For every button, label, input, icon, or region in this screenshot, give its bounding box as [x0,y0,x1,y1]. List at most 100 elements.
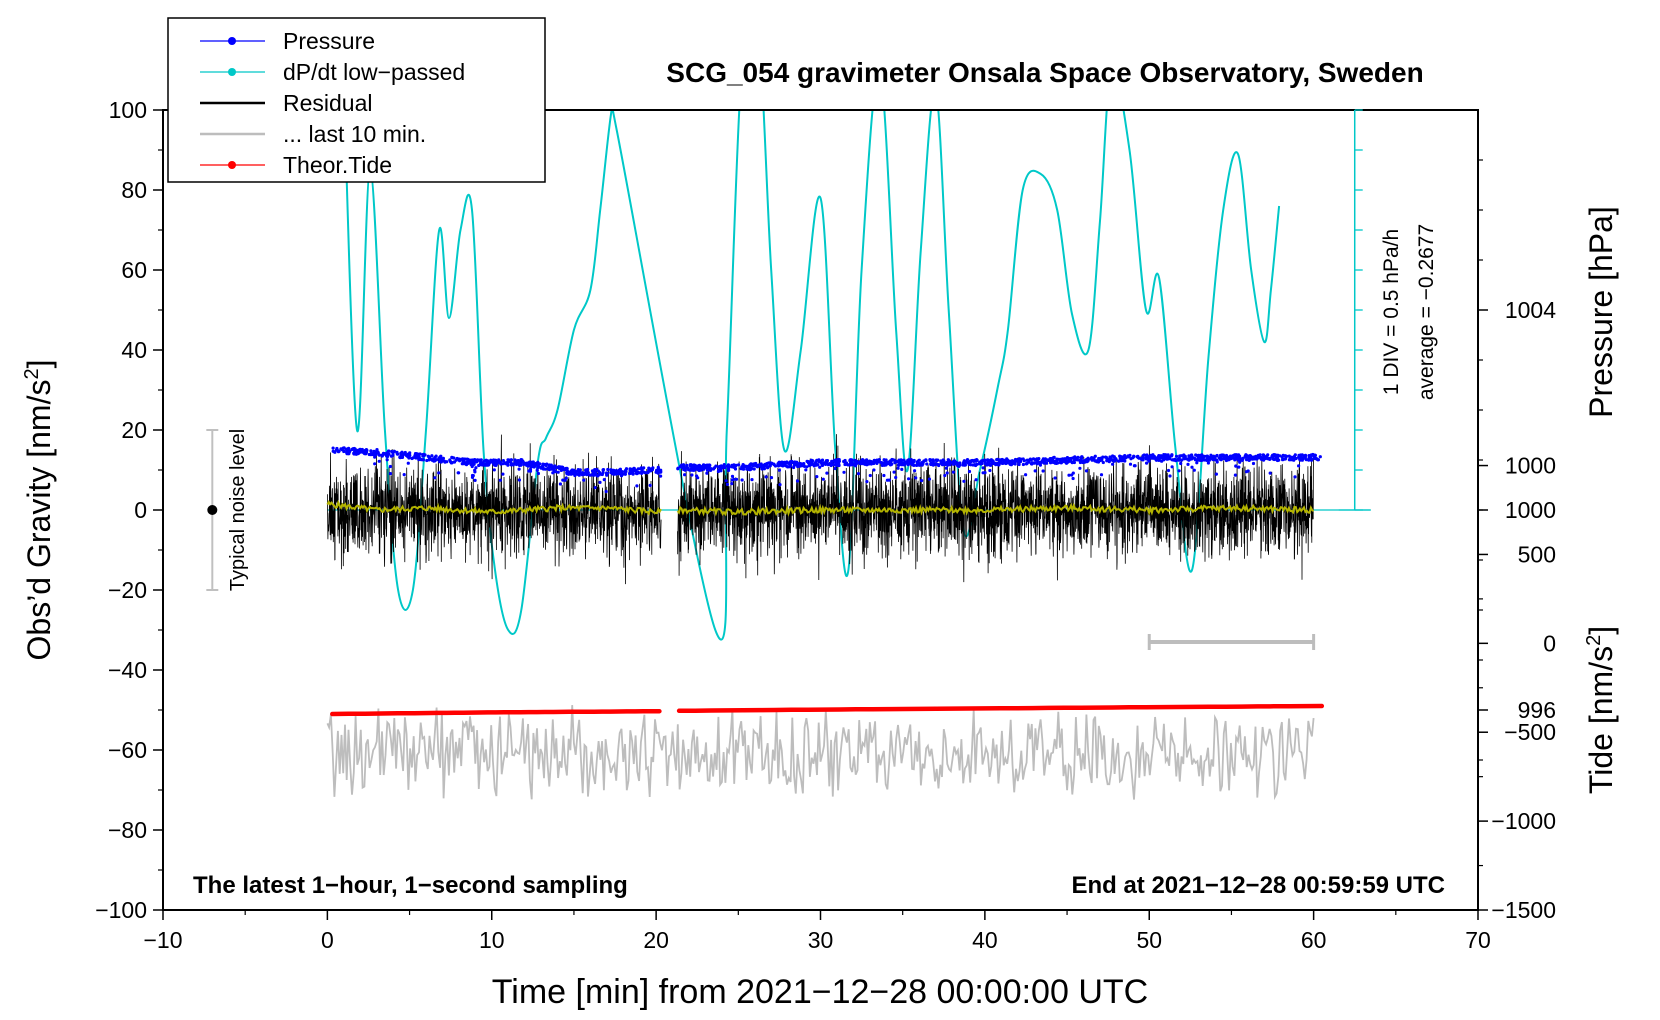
pressure-point [958,463,962,467]
pressure-point [1000,461,1004,465]
pressure-point [821,477,825,481]
pressure-point [969,460,973,464]
legend-label-1: dP/dt low−passed [283,59,465,85]
pressure-point [1179,454,1183,458]
pressure-point [585,469,589,473]
pressure-point [768,461,772,465]
pressure-point [388,464,392,469]
pressure-point [1008,459,1012,463]
pressure-point [501,459,505,463]
pressure-point [845,462,849,466]
pressure-point [563,478,567,482]
pressure-point [842,459,846,464]
pressure-point [997,458,1001,462]
pressure-point [1255,455,1259,459]
pressure-point [980,459,985,463]
pressure-point [854,460,858,464]
pressure-point [410,456,414,461]
tide-axis-label-close: ] [1583,626,1619,635]
y-axis-label-close: ] [21,360,57,369]
pressure-point [750,478,754,482]
pressure-point [643,471,647,475]
pressure-point [433,459,437,463]
y-axis-tide: −1500 −1000 −500 0 500 1000 [1478,453,1556,923]
pressure-point [967,469,972,474]
y-tick-label: −20 [108,577,147,603]
pressure-point [402,473,406,477]
pressure-point [692,464,696,468]
x-tick-label: 30 [808,927,834,953]
pressure-point [421,453,425,457]
pressure-point [983,471,987,475]
pressure-point [604,489,608,494]
pressure-point [392,449,396,453]
pressure-point [1262,455,1266,459]
pressure-point [947,459,952,463]
pressure-point [872,468,876,472]
pressure-point [897,458,901,462]
tide-tick-label: −500 [1504,719,1556,745]
pressure-point [475,458,480,462]
pressure-point [605,471,609,475]
pressure-point [1160,459,1164,463]
pressure-point [1259,457,1264,461]
pressure-point [856,472,861,476]
legend-box [167,17,546,183]
pressure-point [1053,476,1057,480]
pressure-point [962,479,966,483]
pressure-point [559,468,563,472]
pressure-point [1109,456,1113,460]
pressure-point [1035,457,1039,461]
pressure-point [1051,460,1055,464]
pressure-point [887,478,891,482]
pressure-point [692,468,696,472]
pressure-point [418,457,422,461]
pressure-point [1170,453,1174,457]
pressure-point [335,446,339,451]
pressure-point [725,482,730,486]
pressure-point [868,459,872,463]
pressure-point [433,476,437,480]
pressure-point [788,465,792,469]
pressure-point [1160,455,1164,459]
pressure-point [1297,464,1301,468]
last-10-min-window-bar [1147,634,1316,650]
pressure-point [1299,455,1303,459]
pressure-point [676,466,680,470]
pressure-point [1274,455,1278,459]
pressure-point [777,461,781,465]
pressure-point [473,470,477,474]
pressure-point [1293,475,1297,479]
pressure-point [582,472,586,476]
pressure-point [333,450,337,454]
pressure-point [929,462,933,467]
y-tick-label: −100 [95,897,147,923]
pressure-point [709,467,714,471]
y-tick-label: −80 [108,817,147,843]
pressure-point [1192,468,1196,472]
pressure-point [1065,459,1069,463]
pressure-point [943,463,947,467]
pressure-point [914,476,918,480]
pressure-point [765,465,769,469]
pressure-point [578,469,582,473]
pressure-point [824,459,829,463]
pressure-point [617,472,621,476]
tide-axis-label-text: Tide [nm/s [1583,646,1619,794]
pressure-point [915,462,920,466]
pressure-point [695,474,699,478]
pressure-point [1271,453,1275,457]
pressure-point [631,472,635,476]
legend-label-2: Residual [283,90,373,116]
pressure-point [365,448,369,452]
pressure-point [456,471,460,475]
pressure-point [814,460,818,464]
x-axis-label: Time [min] from 2021−12−28 00:00:00 UTC [492,973,1148,1011]
pressure-point [1241,456,1245,460]
pressure-point [415,455,419,459]
pressure-point [632,466,636,471]
pressure-point [593,486,597,490]
pressure-point [975,462,979,466]
pressure-point [954,461,958,465]
pressure-point [832,463,836,467]
